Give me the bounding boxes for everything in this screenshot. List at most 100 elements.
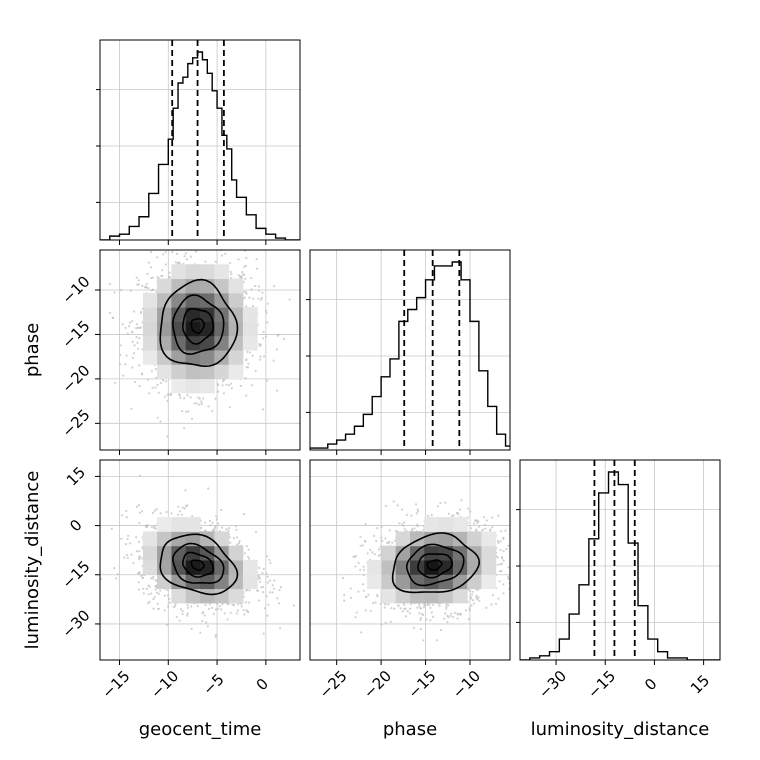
sample-point — [123, 556, 126, 559]
sample-point — [261, 585, 265, 589]
density-cell — [171, 545, 187, 561]
sample-point — [422, 528, 425, 531]
sample-point — [457, 513, 460, 516]
density-cell — [157, 560, 172, 575]
sample-point — [482, 516, 486, 519]
sample-point — [168, 393, 171, 396]
contour-2 — [172, 542, 225, 584]
sample-point — [491, 516, 494, 519]
contour-1 — [181, 551, 215, 578]
sample-point — [359, 544, 362, 547]
sample-point — [414, 503, 418, 506]
sample-point — [150, 526, 154, 529]
sample-point — [243, 552, 246, 555]
density-cell — [228, 350, 244, 365]
sample-point — [156, 416, 159, 419]
sample-point — [118, 363, 122, 366]
sample-point — [507, 544, 510, 547]
sample-point — [279, 586, 282, 589]
sample-point — [131, 320, 134, 323]
sample-point — [445, 603, 448, 606]
sample-point — [403, 607, 406, 611]
sample-point — [133, 310, 136, 313]
density-cell — [171, 588, 187, 604]
density-cell — [228, 292, 244, 308]
sample-point — [204, 260, 207, 263]
density-cell — [185, 364, 201, 380]
sample-point — [257, 589, 260, 592]
sample-point — [259, 355, 262, 358]
sample-point — [242, 609, 245, 612]
sample-point — [477, 596, 480, 599]
density-cell — [228, 278, 244, 294]
sample-point — [229, 611, 232, 614]
sample-point — [222, 392, 225, 395]
sample-point — [262, 567, 265, 571]
sample-point — [147, 287, 150, 290]
panel-content — [520, 460, 720, 660]
density-cell — [467, 531, 482, 547]
sample-point — [183, 507, 186, 510]
sample-point — [245, 359, 248, 362]
sample-point — [202, 611, 205, 614]
sample-point — [215, 515, 218, 518]
sample-point — [271, 591, 274, 594]
sample-point — [237, 274, 240, 277]
density-cell — [200, 378, 215, 394]
sample-point — [504, 529, 507, 532]
density-cell — [367, 560, 382, 575]
sample-point — [377, 548, 381, 551]
sample-point — [505, 547, 508, 551]
sample-point — [449, 614, 452, 618]
density-cell — [185, 378, 201, 394]
sample-point — [237, 603, 240, 606]
sample-point — [380, 623, 383, 626]
sample-point — [125, 354, 128, 357]
sample-point — [147, 584, 150, 587]
sample-point — [139, 511, 142, 514]
density-cell — [171, 531, 187, 547]
sample-point — [396, 504, 399, 507]
sample-point — [183, 255, 186, 258]
sample-point — [187, 410, 190, 413]
sample-point — [119, 344, 122, 347]
sample-point — [354, 565, 357, 568]
sample-point — [157, 276, 160, 280]
sample-point — [435, 639, 438, 642]
sample-point — [502, 559, 505, 562]
sample-point — [491, 594, 495, 597]
sample-point — [418, 612, 421, 615]
sample-point — [135, 336, 138, 339]
sample-point — [137, 540, 140, 544]
density-cell — [395, 574, 411, 590]
sample-point — [496, 563, 499, 566]
density-cell — [424, 545, 440, 561]
density-cell — [381, 545, 397, 561]
sample-point — [367, 593, 370, 596]
sample-point — [159, 512, 162, 515]
sample-point — [489, 528, 492, 531]
density-cell — [467, 574, 482, 590]
sample-point — [147, 593, 150, 596]
density-cell — [171, 307, 187, 322]
sample-point — [264, 335, 268, 338]
density-cell — [200, 350, 215, 365]
sample-point — [354, 616, 357, 619]
sample-point — [138, 522, 141, 525]
sample-point — [137, 347, 140, 350]
sample-point — [230, 387, 233, 390]
sample-point — [409, 607, 412, 610]
density-cell — [142, 292, 158, 308]
sample-point — [266, 575, 269, 578]
sample-point — [379, 602, 382, 605]
density-cell — [171, 378, 187, 394]
sample-point — [139, 310, 143, 313]
sample-point — [269, 591, 272, 594]
sample-point — [113, 567, 116, 570]
sample-point — [204, 603, 207, 607]
sample-point — [349, 587, 352, 590]
density-cell — [200, 531, 215, 547]
density-cell — [157, 335, 172, 351]
sample-point — [362, 568, 365, 571]
